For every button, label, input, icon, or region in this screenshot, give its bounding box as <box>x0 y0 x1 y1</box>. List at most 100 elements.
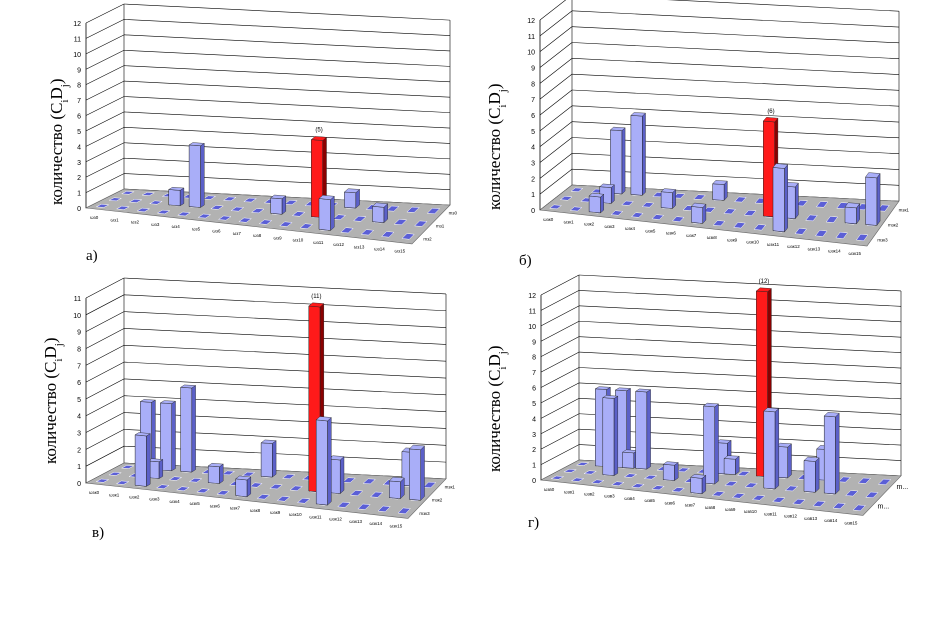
x-tick-label: ωзк4 <box>170 499 181 504</box>
gridline-side <box>539 10 573 37</box>
floor-cell <box>250 208 265 214</box>
floor-cell <box>108 197 123 202</box>
bar-side <box>200 143 205 208</box>
y-tick-label: 11 <box>529 308 536 315</box>
gridline <box>123 111 451 129</box>
floor-cell <box>393 219 408 226</box>
x-tick-label: ωзв7 <box>685 503 696 508</box>
bar <box>372 206 385 223</box>
gridline <box>578 336 902 353</box>
floor-cell <box>156 209 171 215</box>
chart-panel-b: количество (CiDj) б) 0123456789101112ωзк… <box>485 0 909 269</box>
gridline <box>123 19 451 36</box>
floor-cell <box>401 233 415 240</box>
bar-side <box>642 112 646 196</box>
y-tick-label: 10 <box>73 313 81 320</box>
bar-side <box>246 476 252 498</box>
floor-cell <box>188 477 203 483</box>
gridline <box>571 137 900 154</box>
y-axis-label-g: количество (CiDj) <box>485 346 509 473</box>
bar <box>823 415 836 495</box>
gridline-side <box>85 49 125 70</box>
x-tick-label: ωз6 <box>212 229 221 234</box>
x-tick-label: ωзв8 <box>705 505 716 510</box>
bar-top <box>702 402 720 408</box>
x-tick-label: ωзв9 <box>725 507 736 512</box>
x-tick-label: ωз14 <box>374 246 385 251</box>
floor-cell <box>575 462 590 466</box>
x-tick-label: ωзк9 <box>727 237 738 242</box>
bar-side <box>330 195 335 231</box>
x-tick-label: ωзв4 <box>624 496 635 501</box>
bar-top <box>408 444 425 451</box>
floor-cell <box>550 475 565 480</box>
floor-cell <box>855 233 869 242</box>
bar <box>389 480 401 499</box>
y-tick-label: 9 <box>77 67 81 74</box>
bar-side <box>787 443 792 479</box>
floor-cell <box>155 484 170 489</box>
floor-cell <box>243 197 258 203</box>
y-tick-label: 4 <box>532 416 536 423</box>
x-tick-label: ωзв6 <box>665 500 676 505</box>
x-tick-label: ωз1 <box>111 217 120 222</box>
gridline <box>123 445 447 463</box>
x-tick-label: ωз10 <box>293 238 304 243</box>
floor-cell <box>222 196 237 202</box>
floor-cell <box>95 203 110 208</box>
gridline <box>578 367 902 384</box>
y-tick-label: 6 <box>532 386 536 393</box>
x-tick-label: ωз12 <box>333 242 344 247</box>
gridline-side <box>540 336 580 357</box>
floor-cell <box>352 215 367 222</box>
floor-cell <box>734 196 747 203</box>
gridline-side <box>540 274 580 296</box>
gridline-side <box>539 153 573 179</box>
gridline <box>123 34 451 52</box>
gridline-side <box>85 395 125 416</box>
y-tick-label: 5 <box>532 401 536 408</box>
floor-cell <box>651 485 665 491</box>
gridline-side <box>85 277 125 299</box>
x-tick-label: ωзв13 <box>804 516 817 521</box>
floor-cell <box>583 470 598 475</box>
y-tick-label: 9 <box>531 66 535 73</box>
gridline-side <box>85 127 125 147</box>
x-tick-label: ωзк8 <box>250 508 261 513</box>
floor-cell <box>115 205 130 210</box>
x-tick-label: ωзк14 <box>370 521 383 526</box>
y-tick-label: 10 <box>528 324 536 331</box>
depth-label: m... <box>897 484 909 491</box>
floor-cell <box>128 199 143 203</box>
gridline-side <box>539 168 573 195</box>
bar <box>622 451 635 469</box>
gridline-side <box>85 19 125 39</box>
y-tick-label: 12 <box>73 21 81 28</box>
bar-top <box>609 126 626 131</box>
bar-side <box>835 412 840 495</box>
gridline-side <box>540 444 580 465</box>
gridline <box>571 89 900 107</box>
x-tick-label: ωз13 <box>354 244 365 249</box>
floor-cell <box>141 192 156 196</box>
bar <box>235 478 248 498</box>
floor-cell <box>814 230 828 237</box>
gridline <box>123 378 447 396</box>
floor-cell <box>256 494 271 500</box>
x-tick-label: ωзв3 <box>604 494 615 499</box>
y-tick-label: 3 <box>531 161 535 168</box>
bar <box>180 387 193 473</box>
floor-cell <box>337 501 351 508</box>
bar-top <box>803 456 820 462</box>
panel-label-g: г) <box>528 515 539 531</box>
x-tick-label: ωзк7 <box>686 233 697 238</box>
y-tick-label: 1 <box>531 192 535 199</box>
bar-highlight-top <box>762 117 779 123</box>
bar-side <box>613 395 618 476</box>
floor-cell <box>736 471 751 477</box>
floor-cell <box>230 206 245 212</box>
y-tick-label: 8 <box>532 355 536 362</box>
x-tick-label: ωзк12 <box>329 517 342 522</box>
gridline <box>578 274 902 292</box>
floor-cell <box>623 473 638 478</box>
